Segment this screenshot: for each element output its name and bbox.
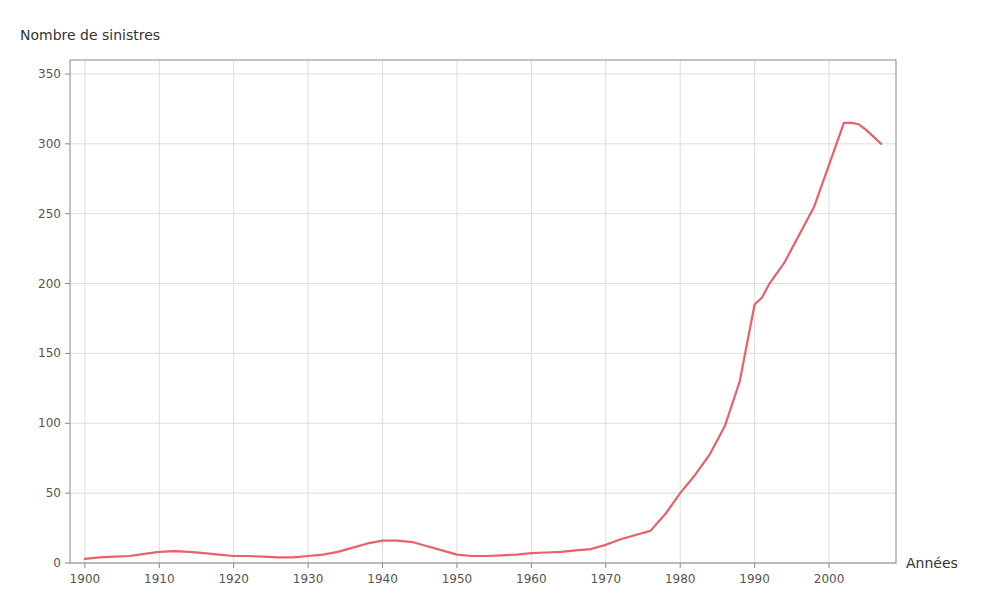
tick-mark-y (65, 283, 70, 284)
grid-line-y (70, 73, 896, 74)
plot-frame (70, 60, 896, 563)
tick-mark-y (65, 143, 70, 144)
tick-label-y: 100 (38, 416, 61, 430)
data-line (85, 123, 881, 559)
grid-line-x (829, 60, 830, 563)
grid (70, 60, 896, 563)
tick-label-x: 1930 (293, 572, 324, 586)
tick-label-y: 150 (38, 346, 61, 360)
tick-label-x: 1950 (442, 572, 473, 586)
tick-mark-x (84, 563, 85, 568)
grid-line-x (308, 60, 309, 563)
tick-label-x: 1990 (739, 572, 770, 586)
grid-line-y (70, 283, 896, 284)
grid-line-x (605, 60, 606, 563)
tick-mark-x (531, 563, 532, 568)
tick-mark-y (65, 493, 70, 494)
tick-mark-x (159, 563, 160, 568)
tick-label-y: 300 (38, 137, 61, 151)
tick-mark-x (829, 563, 830, 568)
tick-mark-x (754, 563, 755, 568)
tick-mark-y (65, 73, 70, 74)
tick-label-y: 50 (46, 486, 61, 500)
tick-label-y: 350 (38, 67, 61, 81)
tick-mark-x (308, 563, 309, 568)
tick-mark-x (456, 563, 457, 568)
grid-line-y (70, 493, 896, 494)
grid-line-x (84, 60, 85, 563)
tick-label-x: 2000 (814, 572, 845, 586)
ticks: 1900 1910 1920 1930 1940 1950 1960 1970 1980 1990… (38, 67, 844, 586)
tick-mark-y (65, 563, 70, 564)
tick-label-x: 1960 (516, 572, 547, 586)
tick-label-x: 1940 (367, 572, 398, 586)
tick-label-y: 0 (53, 556, 61, 570)
tick-mark-x (382, 563, 383, 568)
tick-label-x: 1910 (144, 572, 175, 586)
tick-label-x: 1970 (591, 572, 622, 586)
grid-line-x (680, 60, 681, 563)
x-axis-label: Années (906, 555, 958, 571)
tick-mark-y (65, 423, 70, 424)
tick-label-x: 1980 (665, 572, 696, 586)
grid-line-x (382, 60, 383, 563)
grid-line-y (70, 213, 896, 214)
plot-area (85, 123, 881, 559)
grid-line-x (159, 60, 160, 563)
grid-line-x (531, 60, 532, 563)
chart: 1900 1910 1920 1930 1940 1950 1960 1970 1980 1990… (0, 0, 996, 613)
tick-mark-y (65, 353, 70, 354)
grid-line-y (70, 143, 896, 144)
tick-mark-y (65, 213, 70, 214)
tick-mark-x (233, 563, 234, 568)
y-axis-label: Nombre de sinistres (20, 27, 160, 43)
grid-line-x (456, 60, 457, 563)
grid-line-y (70, 353, 896, 354)
tick-label-y: 250 (38, 207, 61, 221)
grid-line-x (233, 60, 234, 563)
tick-label-y: 200 (38, 277, 61, 291)
tick-label-x: 1920 (218, 572, 249, 586)
grid-line-y (70, 423, 896, 424)
tick-mark-x (680, 563, 681, 568)
tick-label-x: 1900 (70, 572, 101, 586)
tick-mark-x (605, 563, 606, 568)
